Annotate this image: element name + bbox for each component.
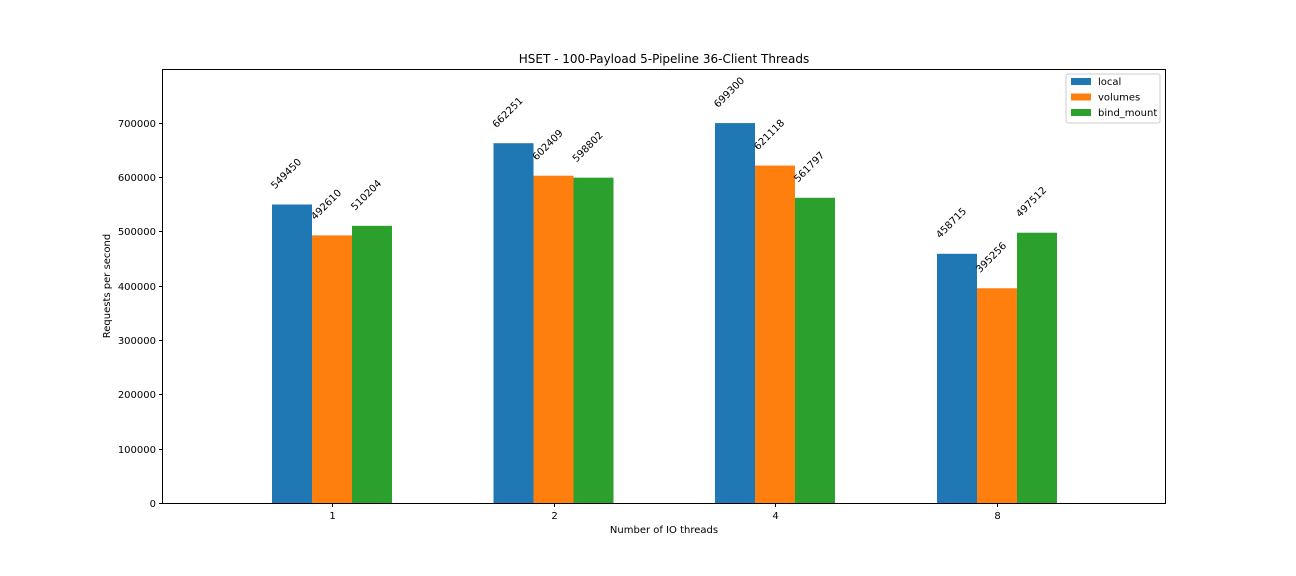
- bar-local-4: [715, 123, 755, 504]
- bar-local-1: [272, 204, 312, 503]
- y-axis: 0 100000 200000 300000 400000 500000 600000 700…: [118, 119, 163, 510]
- y-tick-label: 0: [150, 499, 156, 510]
- bar-bind_mount-4: [795, 197, 835, 503]
- legend-swatch-volumes: [1071, 93, 1091, 101]
- bar-volumes-1: [312, 235, 352, 504]
- data-label: 598802: [571, 130, 606, 165]
- bar-bind_mount-1: [352, 225, 392, 504]
- legend-swatch-bind_mount: [1071, 109, 1091, 116]
- chart-title: HSET - 100-Payload 5-Pipeline 36-Client …: [519, 52, 809, 66]
- legend-swatch-local: [1071, 78, 1091, 85]
- data-label: 492610: [309, 188, 344, 223]
- bar-bind_mount-8: [1017, 232, 1057, 503]
- bar-volumes-4: [755, 165, 795, 504]
- y-tick-label: 500000: [118, 227, 156, 238]
- data-label: 662251: [491, 96, 526, 131]
- legend-label-local: local: [1098, 77, 1121, 88]
- legend-label-volumes: volumes: [1098, 93, 1140, 104]
- bar-local-8: [937, 253, 977, 503]
- data-label: 549450: [269, 157, 304, 192]
- x-tick-label: 8: [994, 511, 1000, 522]
- x-axis-label: Number of IO threads: [610, 525, 718, 536]
- legend-label-bind_mount: bind_mount: [1098, 108, 1157, 119]
- x-tick-label: 4: [772, 511, 778, 522]
- bar-volumes-8: [977, 288, 1017, 503]
- y-tick-label: 600000: [118, 173, 156, 184]
- x-tick-label: 1: [329, 511, 335, 522]
- y-axis-label: Requests per second: [102, 234, 113, 338]
- data-label: 621118: [752, 118, 787, 153]
- data-label: 561797: [792, 150, 827, 185]
- data-label: 497512: [1014, 185, 1049, 220]
- data-label: 699300: [712, 75, 747, 110]
- bar-local-2: [493, 143, 534, 503]
- data-label: 395256: [974, 241, 1009, 276]
- x-axis: 1 2 4 8: [329, 503, 1001, 522]
- y-tick-label: 700000: [118, 119, 156, 130]
- x-tick-label: 2: [551, 511, 557, 522]
- data-label: 458715: [934, 206, 969, 241]
- y-tick-label: 300000: [118, 336, 156, 347]
- bar-bind_mount-2: [573, 177, 614, 503]
- y-tick-label: 200000: [118, 390, 156, 401]
- data-label: 510204: [349, 178, 384, 213]
- bar-volumes-2: [533, 175, 574, 504]
- y-tick-label: 100000: [118, 445, 156, 456]
- y-tick-label: 400000: [118, 282, 156, 293]
- bars-group: [272, 123, 1057, 504]
- data-label: 602409: [531, 128, 566, 163]
- legend: local volumes bind_mount: [1065, 73, 1161, 124]
